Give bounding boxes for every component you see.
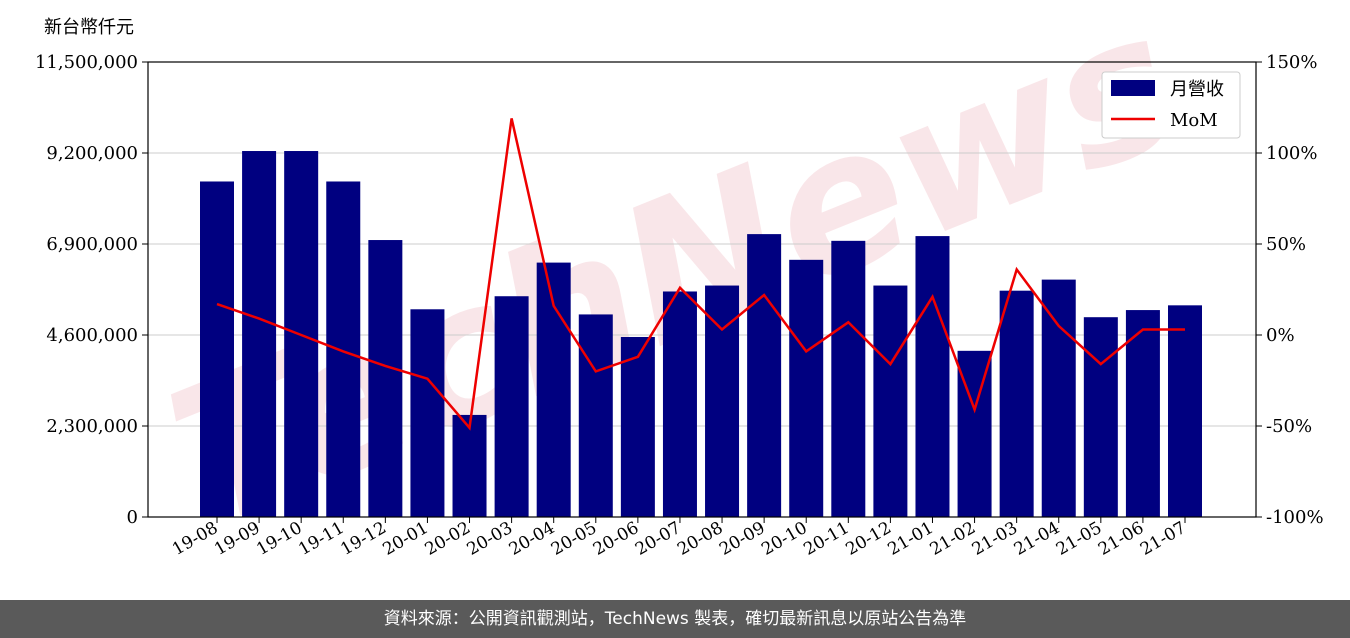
revenue-bar (705, 285, 740, 517)
revenue-bar (494, 296, 529, 517)
mom-line (216, 118, 1185, 431)
x-tick-label: 21-04 (1011, 518, 1063, 560)
y-right-tick-label: 150% (1266, 52, 1317, 73)
revenue-bar (368, 240, 403, 518)
x-tick-label: 20-06 (590, 518, 642, 560)
y-left-tick-label: 9,200,000 (46, 143, 138, 164)
x-tick-label: 19-12 (337, 518, 389, 560)
revenue-bar (200, 181, 234, 518)
x-tick-label: 20-02 (422, 518, 474, 560)
revenue-bar (242, 151, 277, 518)
plot-frame (147, 61, 1257, 518)
x-tick-label: 20-05 (548, 518, 600, 560)
x-tick-label: 20-09 (716, 518, 768, 560)
revenue-bar (873, 285, 908, 517)
revenue-bar (1168, 305, 1202, 517)
y-right-tick-label: 0% (1266, 325, 1295, 346)
x-tick-label: 21-02 (927, 518, 979, 560)
revenue-bar (662, 291, 697, 517)
source-footer: 資料來源：公開資訊觀測站，TechNews 製表，確切最新訊息以原站公告為準 (0, 600, 1350, 638)
y-right-tick-label: -50% (1266, 416, 1312, 437)
legend-label-mom: MoM (1170, 110, 1218, 131)
x-tick-label: 20-07 (632, 518, 684, 560)
revenue-bar (747, 234, 782, 517)
y-left-tick-label: 0 (127, 507, 138, 528)
mom-line-series (216, 118, 1185, 431)
legend: 月營收 MoM (1101, 71, 1241, 139)
source-text: 資料來源：公開資訊觀測站，TechNews 製表，確切最新訊息以原站公告為準 (383, 609, 967, 629)
y-right-tick-label: 50% (1266, 234, 1306, 255)
y-left-tick-label: 11,500,000 (35, 52, 138, 73)
revenue-bar (452, 414, 487, 517)
x-tick-label: 20-11 (800, 518, 852, 560)
revenue-bar (1041, 279, 1076, 517)
legend-label-revenue: 月營收 (1170, 79, 1224, 100)
revenue-bar (1125, 310, 1160, 517)
revenue-bar (326, 181, 361, 518)
x-tick-label: 21-07 (1137, 518, 1189, 560)
x-tick-label: 20-10 (758, 518, 810, 560)
y-axis-unit-label: 新台幣仟元 (44, 17, 134, 38)
x-tick-label: 21-01 (885, 518, 937, 560)
x-tick-label: 20-03 (464, 518, 516, 560)
y-left-tick-label: 4,600,000 (46, 325, 138, 346)
revenue-bar (1083, 317, 1118, 517)
y-right-tick-label: 100% (1266, 143, 1317, 164)
revenue-bar (620, 336, 655, 517)
revenue-bar (831, 240, 866, 517)
revenue-bar (999, 290, 1034, 517)
legend-swatch-bar (1111, 80, 1155, 96)
x-tick-label: 20-04 (506, 518, 558, 560)
revenue-bar (915, 236, 950, 517)
x-tick-label: 21-06 (1095, 518, 1147, 560)
y-right-tick-label: -100% (1266, 507, 1324, 528)
bar-series (200, 151, 1202, 518)
revenue-chart: TechNews 02,300,0004,600,0006,900,0009,2… (35, 0, 1324, 570)
revenue-bar (410, 309, 445, 517)
x-tick-label: 21-05 (1053, 518, 1105, 560)
x-tick-label: 19-08 (169, 518, 221, 560)
x-tick-label: 20-12 (842, 518, 894, 560)
revenue-bar (789, 259, 824, 517)
y-left-tick-label: 6,900,000 (46, 234, 138, 255)
x-tick-label: 21-03 (969, 518, 1021, 560)
x-tick-label: 20-08 (674, 518, 726, 560)
y-left-tick-label: 2,300,000 (46, 416, 138, 437)
axes: 0 2,300,000 4,600,000 6,900,000 9,200,000 11,… (35, 52, 1324, 560)
x-tick-label: 20-01 (379, 518, 431, 560)
revenue-bar (578, 314, 613, 517)
